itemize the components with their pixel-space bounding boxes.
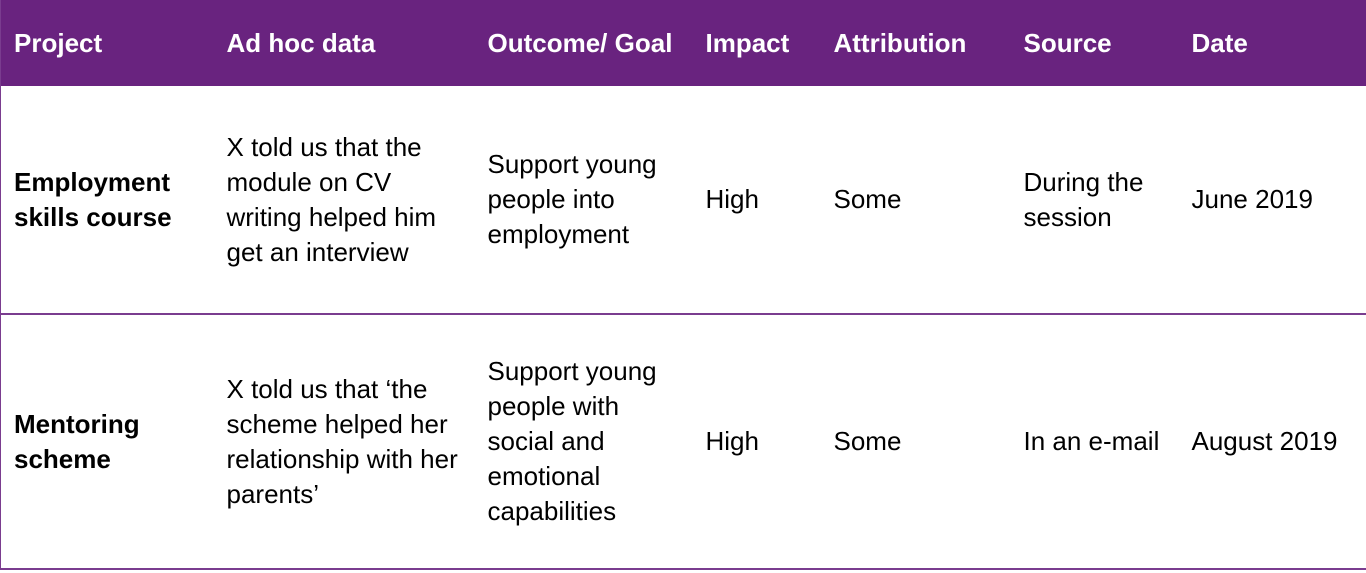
table-header: Project Ad hoc data Outcome/ Goal Impact…	[0, 0, 1366, 86]
header-cell: Source	[1010, 0, 1179, 86]
table-cell: June 2019	[1178, 86, 1366, 315]
table-cell: During the session	[1010, 86, 1179, 315]
table-cell: Support young people with social and emo…	[474, 314, 693, 570]
table-cell: High	[692, 314, 821, 570]
table-body: Employment skills course X told us that t…	[0, 86, 1366, 570]
header-cell: Outcome/ Goal	[474, 0, 693, 86]
table-cell: In an e-mail	[1010, 314, 1179, 570]
header-cell: Attribution	[820, 0, 1011, 86]
project-cell: Mentoring scheme	[0, 314, 214, 570]
table-cell: Support young people into employment	[474, 86, 693, 315]
table-row: Mentoring scheme X told us that ‘the sche…	[0, 314, 1366, 570]
header-cell: Project	[0, 0, 214, 86]
header-cell: Ad hoc data	[213, 0, 475, 86]
project-cell: Employment skills course	[0, 86, 214, 315]
table-cell: X told us that ‘the scheme helped her re…	[213, 314, 475, 570]
table-cell: High	[692, 86, 821, 315]
header-cell: Date	[1178, 0, 1366, 86]
table-cell: X told us that the module on CV writing …	[213, 86, 475, 315]
table-row: Employment skills course X told us that t…	[0, 86, 1366, 315]
header-row: Project Ad hoc data Outcome/ Goal Impact…	[0, 0, 1366, 86]
header-cell: Impact	[692, 0, 821, 86]
table-cell: Some	[820, 314, 1011, 570]
table-cell: August 2019	[1178, 314, 1366, 570]
table-cell: Some	[820, 86, 1011, 315]
